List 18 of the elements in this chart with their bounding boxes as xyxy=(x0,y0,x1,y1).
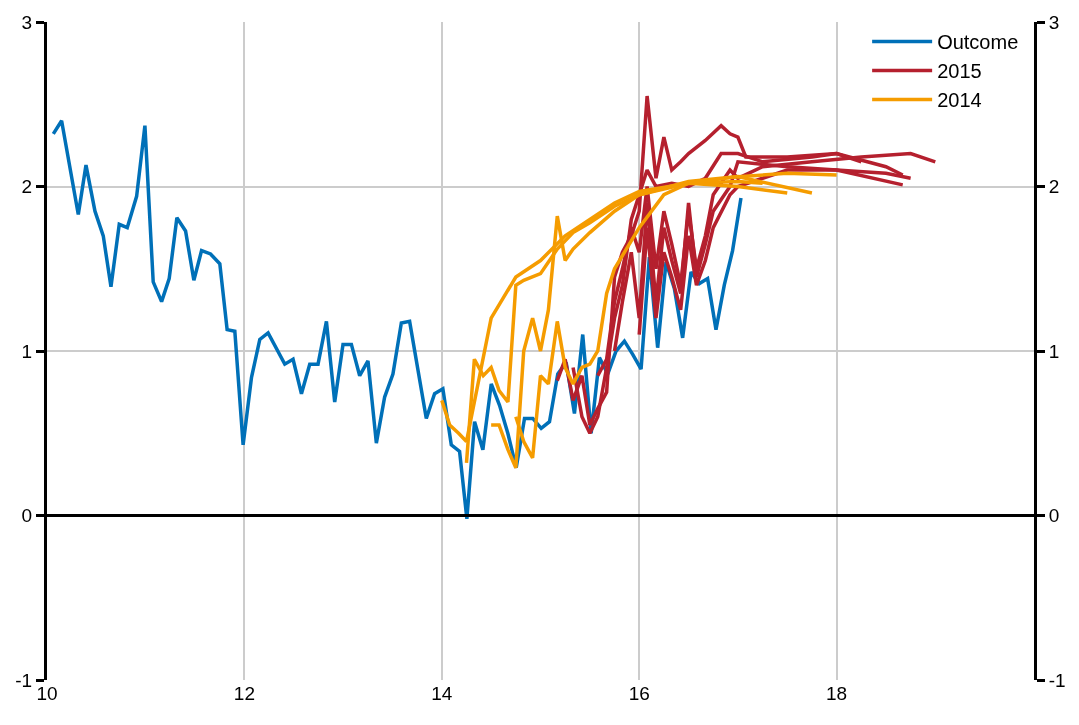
x-tick-label: 18 xyxy=(826,683,848,704)
y-tick-label: 1 xyxy=(21,340,33,362)
legend-label: Outcome xyxy=(937,31,1019,54)
y2-tick-label: 2 xyxy=(1048,176,1060,198)
y2-tick-label: -1 xyxy=(1048,669,1066,691)
x-tick-label: 12 xyxy=(233,683,255,704)
y2-tick-label: 1 xyxy=(1048,340,1060,362)
x-tick-label: 14 xyxy=(431,683,453,704)
x-tick-label: 10 xyxy=(36,683,58,704)
x-tick-label: 16 xyxy=(628,683,650,704)
y-tick-label: -1 xyxy=(15,669,33,691)
y-tick-label: 2 xyxy=(21,176,33,198)
y2-tick-label: 0 xyxy=(1048,505,1060,527)
y2-tick-label: 3 xyxy=(1048,11,1060,33)
y-tick-label: 0 xyxy=(21,505,33,527)
y-tick-label: 3 xyxy=(21,11,33,33)
legend-label: 2015 xyxy=(937,60,982,83)
legend-label: 2014 xyxy=(937,89,982,112)
